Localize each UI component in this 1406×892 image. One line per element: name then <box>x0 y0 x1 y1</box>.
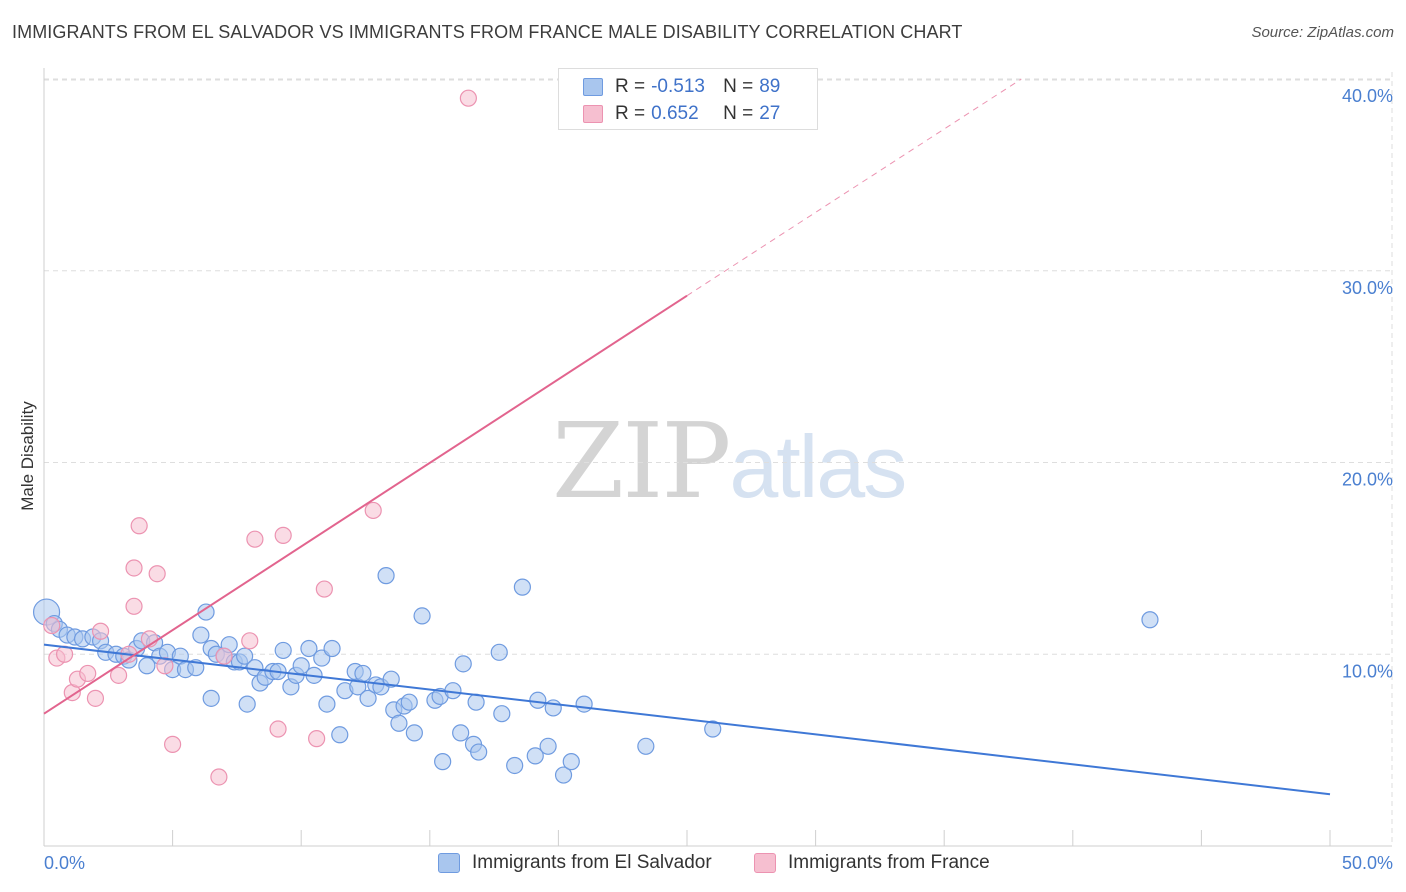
watermark-atlas: atlas <box>729 417 907 516</box>
france-point <box>269 720 287 738</box>
stats-legend-row-el-salvador: R = -0.513 N = 89 <box>583 75 780 99</box>
r-value: -0.513 <box>651 76 705 97</box>
el-salvador-point <box>236 647 254 665</box>
france-point <box>459 89 477 107</box>
france-point <box>43 616 61 635</box>
france-point <box>241 632 259 650</box>
watermark-zip: ZIP <box>552 400 731 522</box>
n-value: 89 <box>759 76 781 97</box>
el-salvador-point <box>382 670 400 688</box>
el-salvador-point <box>526 747 544 765</box>
france-point <box>315 580 333 598</box>
france-point <box>125 559 143 577</box>
r-value: 0.652 <box>651 103 699 124</box>
legend-item-france: Immigrants from France <box>754 852 990 874</box>
el-salvador-point <box>238 695 256 713</box>
france-point <box>91 622 110 640</box>
france-trend-extension <box>686 78 1022 297</box>
x-tick-label: 0.0% <box>44 853 85 873</box>
el-salvador-point <box>354 664 372 683</box>
el-salvador-point <box>493 705 511 723</box>
el-salvador-point <box>434 753 452 771</box>
france-point <box>109 666 128 684</box>
source-credit: Source: ZipAtlas.com <box>1251 24 1394 41</box>
grid-layer <box>44 72 1393 846</box>
el-salvador-point <box>467 693 485 711</box>
el-salvador-point <box>377 567 395 585</box>
el-salvador-point <box>300 639 318 658</box>
france-point <box>130 517 148 535</box>
el-salvador-point <box>192 626 210 644</box>
france-point <box>308 730 326 748</box>
axes-layer <box>43 68 1392 847</box>
chart-title: IMMIGRANTS FROM EL SALVADOR VS IMMIGRANT… <box>12 22 963 42</box>
legend-label-france: Immigrants from France <box>788 852 990 873</box>
el-salvador-point <box>413 607 431 625</box>
el-salvador-point <box>202 689 220 707</box>
el-salvador-point <box>454 655 472 673</box>
el-salvador-point <box>400 693 418 711</box>
el-salvador-point <box>513 578 531 596</box>
legend-label-el-salvador: Immigrants from El Salvador <box>472 852 712 873</box>
el-salvador-point <box>506 756 524 775</box>
legend-item-el-salvador: Immigrants from El Salvador <box>438 852 712 874</box>
france-point <box>79 664 97 683</box>
el-salvador-point <box>138 657 156 675</box>
france-point <box>164 735 182 753</box>
tick-label-layer: 10.0% 20.0% 30.0% 40.0% 0.0% 50.0% <box>44 86 1393 873</box>
legend-swatch-pink <box>754 853 776 873</box>
el-salvador-point <box>554 766 573 784</box>
france-point <box>125 597 143 615</box>
el-salvador-point <box>562 753 580 771</box>
series-legend: Immigrants from El Salvador Immigrants f… <box>0 852 1406 876</box>
france-point <box>274 526 292 544</box>
el-salvador-point <box>529 691 547 709</box>
points-layer <box>32 89 1159 786</box>
france-point <box>148 565 166 583</box>
el-salvador-point <box>1141 611 1159 629</box>
el-salvador-point <box>637 737 655 755</box>
france-point <box>215 647 233 665</box>
el-salvador-point <box>575 695 593 713</box>
el-salvador-point <box>405 724 423 742</box>
el-salvador-point <box>318 695 336 713</box>
el-salvador-point <box>452 724 470 742</box>
y-tick-label: 20.0% <box>1342 470 1393 490</box>
x-tick-label: 50.0% <box>1342 853 1393 873</box>
watermark: ZIPatlas <box>552 400 907 522</box>
france-point <box>210 768 228 786</box>
legend-swatch-pink <box>583 105 603 123</box>
el-salvador-point <box>331 726 349 744</box>
y-tick-label: 10.0% <box>1342 661 1393 681</box>
n-value: 27 <box>759 103 781 124</box>
el-salvador-trend-line <box>43 643 1331 796</box>
france-point <box>246 530 264 548</box>
stats-legend: R = -0.513 N = 89 R = 0.652 N = 27 <box>558 68 818 130</box>
el-salvador-point <box>470 743 488 761</box>
el-salvador-point <box>390 714 408 732</box>
n-label: N = <box>723 76 754 97</box>
el-salvador-point <box>704 720 722 738</box>
y-tick-label: 40.0% <box>1342 86 1393 106</box>
el-salvador-point <box>490 643 508 661</box>
r-label: R = <box>615 103 646 124</box>
trend-layer <box>43 78 1331 796</box>
el-salvador-point <box>539 737 557 755</box>
france-trend-line <box>43 294 688 715</box>
stats-legend-row-france: R = 0.652 N = 27 <box>583 102 780 126</box>
n-label: N = <box>723 103 754 124</box>
el-salvador-point <box>323 639 341 658</box>
el-salvador-point <box>359 689 377 707</box>
y-tick-label: 30.0% <box>1342 278 1393 298</box>
legend-swatch-blue <box>583 78 603 96</box>
legend-swatch-blue <box>438 853 460 873</box>
el-salvador-point <box>197 603 215 621</box>
r-label: R = <box>615 76 646 97</box>
france-point <box>86 689 105 707</box>
france-point <box>364 501 382 520</box>
el-salvador-point <box>274 641 292 660</box>
